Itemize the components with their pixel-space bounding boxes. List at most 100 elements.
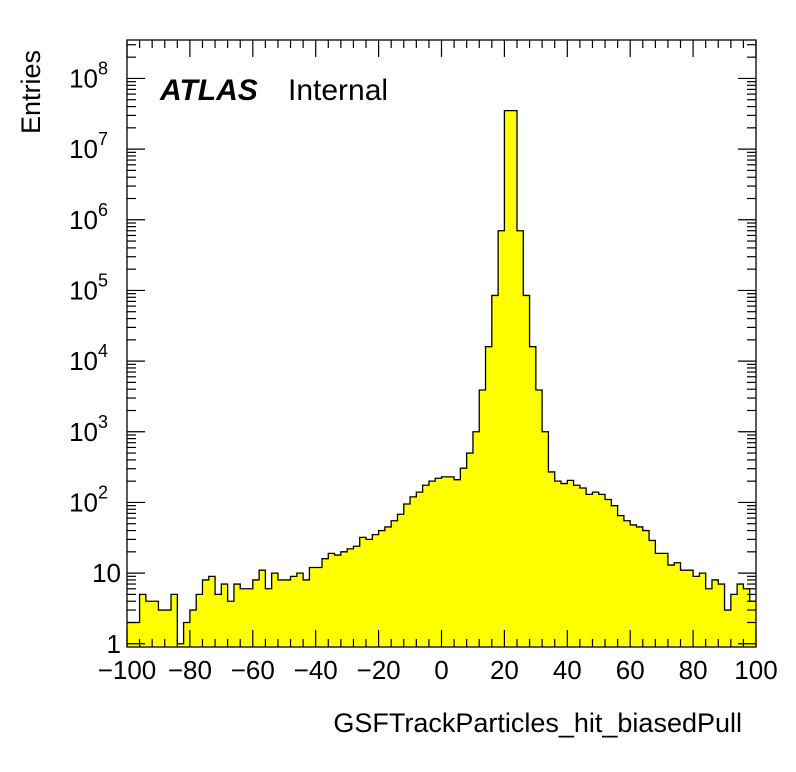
histogram-bin [561, 483, 568, 647]
histogram-bin [353, 546, 361, 647]
histogram-bin [454, 479, 461, 647]
x-tick-label: 40 [553, 655, 582, 685]
histogram-bin [623, 520, 631, 647]
histogram-bin [504, 110, 512, 647]
histogram-bin [403, 504, 411, 647]
y-tick-label: 103 [69, 412, 108, 447]
histogram-bin [164, 610, 172, 647]
y-tick-labels: 1 10 102 103 104 105 106 107 108 [69, 58, 121, 658]
histogram-bin [661, 553, 669, 647]
histogram-bin [435, 478, 442, 647]
y-tick-label: 1 [107, 629, 121, 659]
histogram-bin [667, 565, 675, 647]
histogram-bin [340, 551, 348, 647]
histogram-bin [127, 622, 134, 647]
histogram-bin [636, 526, 644, 647]
histogram-bin [208, 576, 216, 647]
histogram-bin [491, 295, 499, 647]
histogram-bin [410, 496, 417, 647]
histogram-bin [158, 610, 166, 647]
histogram-bin [145, 601, 153, 647]
histogram-bin [152, 601, 159, 647]
histogram-bin [649, 540, 656, 647]
histogram-bin [460, 468, 468, 647]
x-axis-title: GSFTrackParticles_hit_biasedPull [333, 708, 742, 738]
histogram-bin [516, 230, 524, 647]
histogram-bin [183, 622, 191, 647]
histogram-bin [171, 594, 178, 647]
x-tick-labels: −100 −80 −60 −40 −20 0 20 40 60 80 100 [98, 655, 778, 685]
y-tick-label: 102 [69, 482, 108, 517]
histogram-bin [252, 579, 260, 647]
histogram-bin [246, 588, 254, 647]
histogram-bin [290, 576, 298, 647]
histogram-bin [680, 570, 688, 647]
histogram-bin [447, 476, 455, 647]
histogram-bin [428, 481, 436, 647]
histogram-bin [542, 431, 549, 647]
histogram-bin [189, 610, 197, 647]
x-tick-label: −60 [231, 655, 275, 685]
x-tick-label: 60 [616, 655, 645, 685]
histogram-bin [479, 390, 486, 647]
histogram-fill-layer [127, 110, 757, 647]
histogram-bin [674, 562, 681, 647]
histogram-bin [567, 480, 574, 647]
histogram-bin [309, 567, 317, 647]
histogram-bin [259, 570, 266, 647]
histogram-bin [472, 431, 480, 647]
histogram-bin [271, 573, 279, 647]
histogram-bin [177, 643, 185, 647]
histogram-bin [139, 594, 147, 647]
histogram-bin [227, 601, 235, 647]
histogram-bin [730, 594, 738, 647]
internal-label: Internal [288, 74, 388, 107]
histogram-bin [378, 530, 386, 647]
axis-ticks [126, 40, 757, 647]
x-tick-label: 20 [490, 655, 519, 685]
histogram-bin [315, 567, 323, 647]
histogram-bin [391, 520, 398, 647]
histogram-bin [485, 346, 493, 647]
x-tick-label: 100 [734, 655, 777, 685]
histogram-bin [303, 579, 310, 647]
histogram-bin [133, 622, 140, 647]
y-axis-title: Entries [16, 50, 46, 134]
histogram-bin [498, 230, 505, 647]
histogram-bin [296, 573, 304, 647]
histogram-bin [573, 485, 581, 647]
histogram-bin [328, 553, 335, 647]
histogram-bin [277, 579, 285, 647]
histogram-bin [233, 584, 241, 647]
histogram-bin [535, 390, 543, 647]
y-tick-label: 105 [69, 270, 108, 305]
x-tick-label: −100 [98, 655, 157, 685]
histogram-bin [284, 579, 291, 647]
histogram-bin [202, 579, 210, 647]
atlas-label: ATLAS [159, 74, 258, 107]
histogram-bin [554, 481, 562, 647]
histogram-bin [711, 579, 719, 647]
histogram-bin [196, 594, 203, 647]
histogram-outline [127, 110, 756, 645]
x-tick-label: −40 [294, 655, 338, 685]
histogram-bin [605, 499, 612, 647]
x-tick-label: 0 [434, 655, 448, 685]
histogram-bin [686, 570, 694, 647]
histogram-bin [592, 492, 600, 647]
histogram-bin [215, 594, 222, 647]
histogram-bin [416, 492, 424, 647]
histogram-bin [529, 346, 537, 647]
histogram-bin [384, 526, 392, 647]
histogram-bin [749, 601, 757, 647]
histogram-bin [718, 584, 725, 647]
histogram-bin [598, 494, 606, 647]
histogram-bin [466, 453, 474, 647]
y-tick-label: 107 [69, 129, 108, 164]
histogram-bin [347, 548, 354, 647]
y-tick-label: 10 [92, 558, 121, 588]
histogram-bin [523, 295, 530, 647]
histogram-bin [441, 476, 449, 647]
histogram-bin [240, 588, 247, 647]
